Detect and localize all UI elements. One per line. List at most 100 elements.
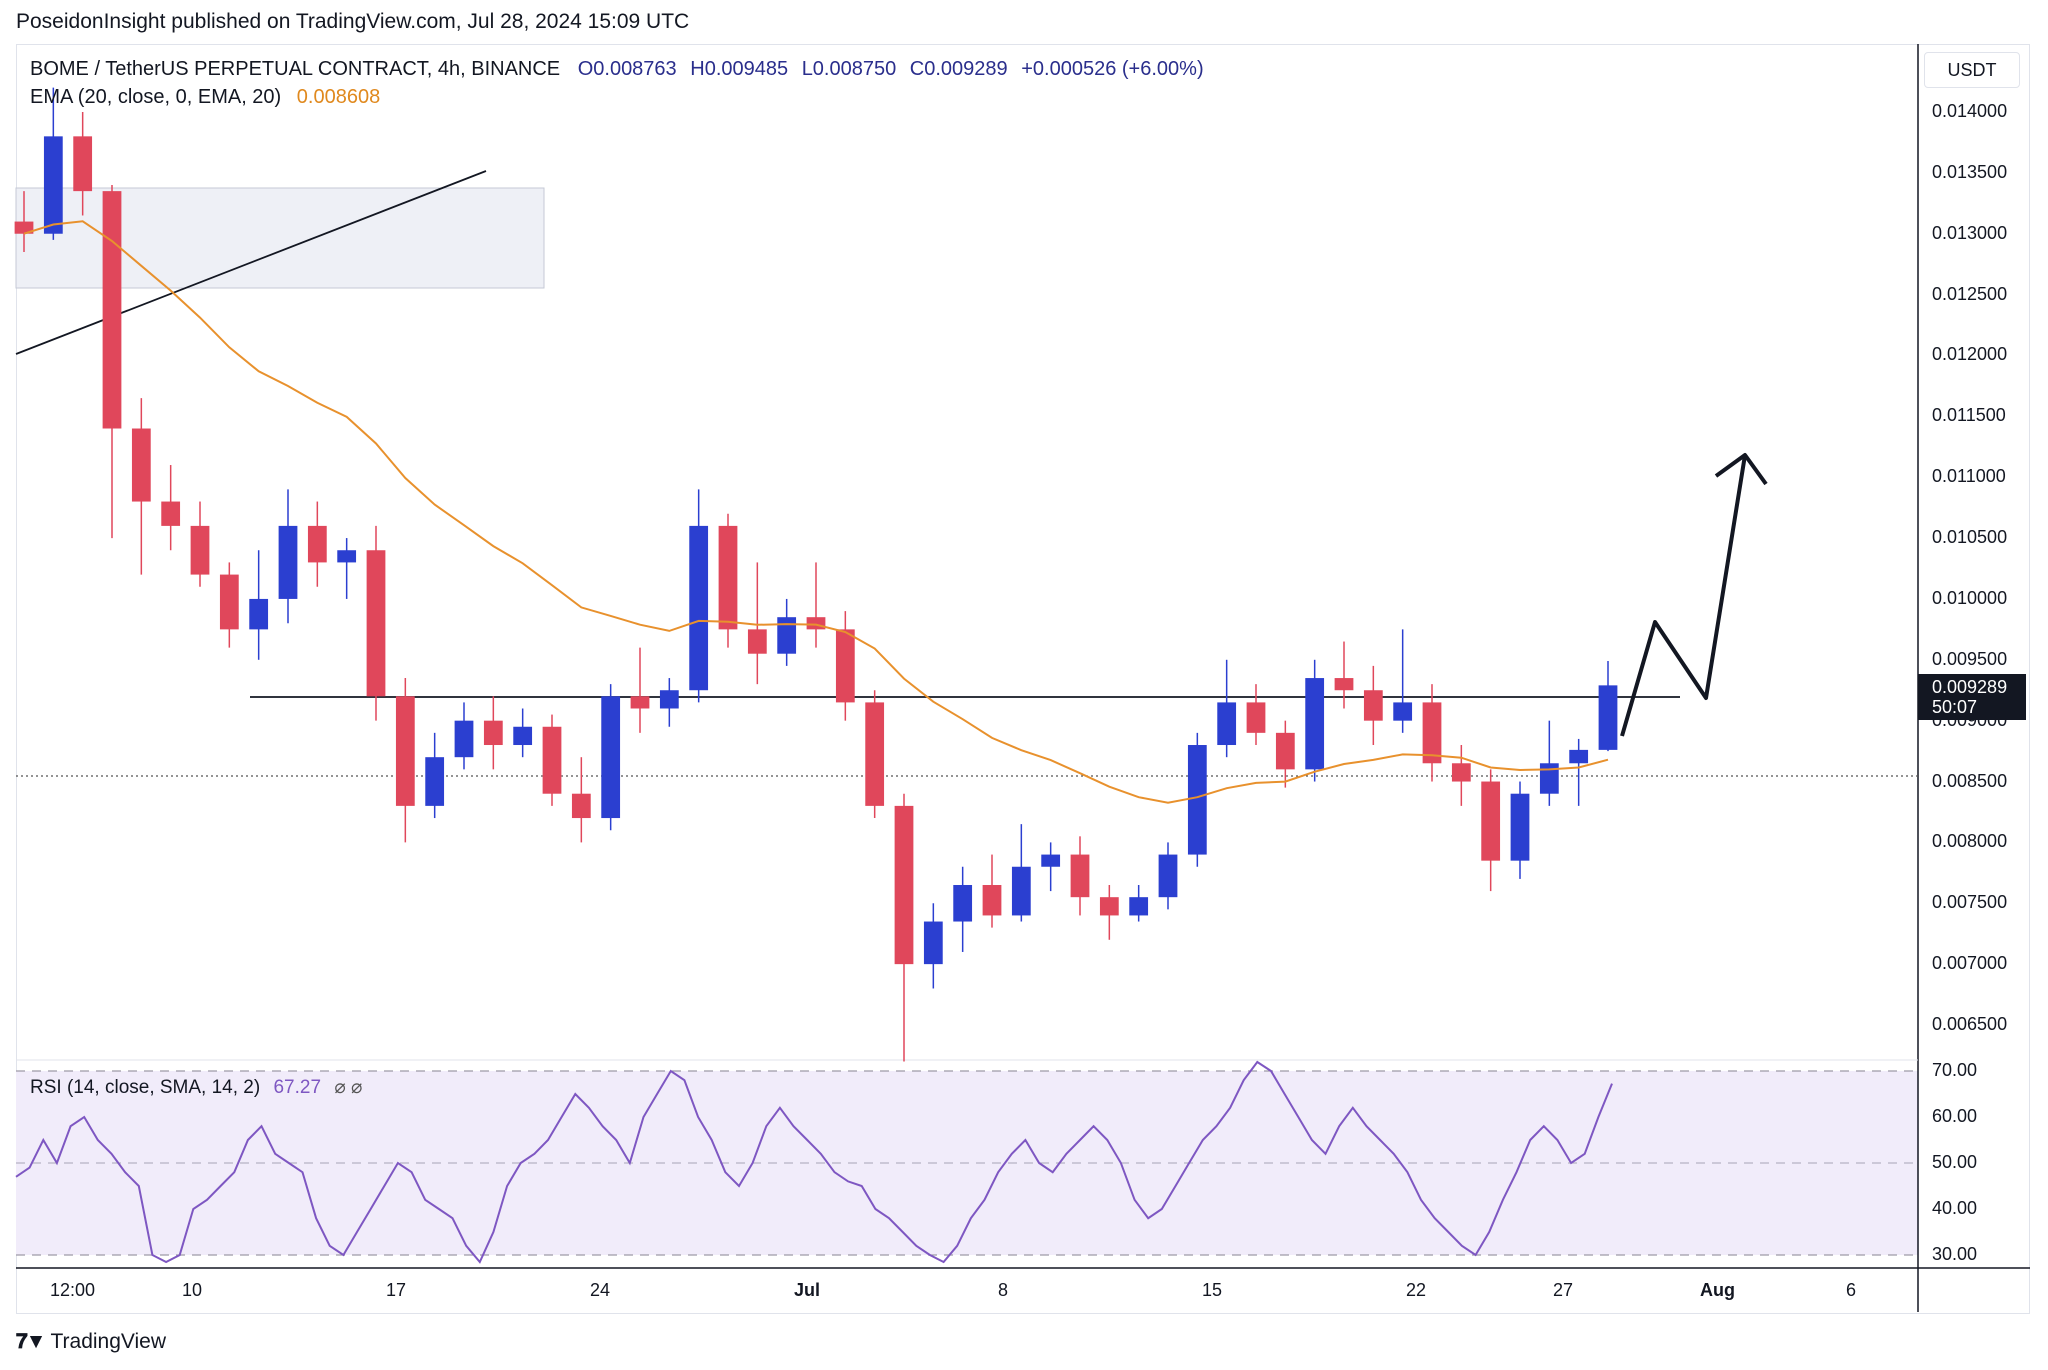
candle-body bbox=[630, 696, 650, 709]
time-tick-label: 15 bbox=[1202, 1280, 1223, 1300]
tradingview-logo-icon: 𝟕▼ bbox=[16, 1330, 47, 1353]
rsi-source-icons[interactable]: ⌀ ⌀ bbox=[334, 1077, 363, 1098]
candle-body bbox=[718, 525, 738, 630]
rsi-legend[interactable]: RSI (14, close, SMA, 14, 2) 67.27 ⌀ ⌀ bbox=[30, 1076, 362, 1099]
candle-body bbox=[483, 720, 503, 746]
candle-body bbox=[1246, 702, 1266, 733]
candle-body bbox=[894, 805, 914, 965]
price-tick-label: 0.013500 bbox=[1932, 161, 2008, 182]
price-tick-label: 0.012000 bbox=[1932, 344, 2008, 365]
candle-body bbox=[1510, 793, 1530, 861]
price-tick-label: 0.011000 bbox=[1932, 466, 2006, 487]
candle-body bbox=[1158, 854, 1178, 898]
high-value: H0.009485 bbox=[690, 58, 789, 80]
ema-label: EMA (20, close, 0, EMA, 20) bbox=[30, 86, 282, 108]
candle-body bbox=[1393, 702, 1413, 721]
rsi-tick-label: 30.00 bbox=[1932, 1244, 1978, 1264]
price-tick-label: 0.006500 bbox=[1932, 1014, 2008, 1034]
open-value: O0.008763 bbox=[577, 58, 677, 80]
time-tick-label: 8 bbox=[998, 1280, 1009, 1300]
rsi-line bbox=[15, 1060, 1613, 1264]
symbol-legend[interactable]: BOME / TetherUS PERPETUAL CONTRACT, 4h, … bbox=[30, 58, 1212, 81]
candle-body bbox=[307, 525, 327, 563]
candle-body bbox=[1275, 732, 1295, 770]
candle-body bbox=[1422, 702, 1442, 764]
rsi-tick-label: 50.00 bbox=[1932, 1152, 1978, 1172]
candle-body bbox=[747, 629, 767, 654]
candle-body bbox=[278, 525, 298, 599]
price-tick-label: 0.007000 bbox=[1932, 953, 2008, 974]
bar-countdown: 50:07 bbox=[1932, 697, 1978, 717]
time-tick-label: Aug bbox=[1700, 1280, 1735, 1300]
projection-path bbox=[1620, 454, 1747, 737]
ema-value: 0.008608 bbox=[296, 86, 381, 108]
candle-body bbox=[249, 598, 269, 630]
candle-body bbox=[1363, 690, 1383, 721]
time-tick-label: Jul bbox=[794, 1280, 821, 1300]
candle-body bbox=[835, 629, 855, 703]
time-tick-label: 24 bbox=[590, 1280, 611, 1300]
price-tick-label: 0.007500 bbox=[1932, 892, 2008, 913]
rsi-tick-label: 60.00 bbox=[1932, 1106, 1978, 1126]
candle-body bbox=[1011, 866, 1031, 916]
ema-legend[interactable]: EMA (20, close, 0, EMA, 20) 0.008608 bbox=[30, 86, 380, 109]
price-tick-label: 0.014000 bbox=[1932, 101, 2008, 121]
brand-name: TradingView bbox=[50, 1330, 167, 1353]
candle-body bbox=[1305, 678, 1325, 770]
candle-body bbox=[395, 696, 415, 806]
time-tick-label: 10 bbox=[182, 1280, 203, 1300]
candles-group bbox=[14, 87, 1618, 1062]
rsi-tick-label: 40.00 bbox=[1932, 1198, 1978, 1218]
time-tick-label: 6 bbox=[1846, 1280, 1857, 1300]
candle-body bbox=[14, 221, 34, 234]
tradingview-brand[interactable]: 𝟕▼ TradingView bbox=[16, 1330, 166, 1354]
candle-body bbox=[806, 617, 826, 630]
candle-body bbox=[865, 702, 885, 806]
currency-selector[interactable]: USDT bbox=[1924, 52, 2020, 88]
time-tick-label: 12:00 bbox=[50, 1280, 96, 1300]
candle-body bbox=[689, 525, 709, 691]
candle-body bbox=[43, 136, 63, 234]
candle-body bbox=[1070, 854, 1090, 898]
candle-body bbox=[73, 136, 93, 192]
candle-body bbox=[1217, 702, 1237, 746]
publish-attribution: PoseidonInsight published on TradingView… bbox=[16, 10, 690, 33]
candle-body bbox=[571, 793, 591, 819]
price-tick-label: 0.013000 bbox=[1932, 222, 2008, 243]
price-tick-label: 0.011500 bbox=[1932, 405, 2006, 426]
supply-zone bbox=[15, 187, 545, 289]
candle-body bbox=[777, 617, 797, 654]
candle-body bbox=[513, 726, 533, 746]
price-tick-label: 0.010500 bbox=[1932, 527, 2008, 548]
candle-body bbox=[131, 428, 151, 502]
candle-body bbox=[1129, 897, 1149, 916]
candle-body bbox=[337, 550, 357, 563]
candle-body bbox=[542, 726, 562, 794]
ohlc-values: O0.008763 H0.009485 L0.008750 C0.009289 … bbox=[578, 58, 1212, 80]
candle-body bbox=[1569, 749, 1589, 764]
candle-body bbox=[1099, 897, 1119, 916]
candle-body bbox=[102, 191, 122, 429]
time-tick-label: 17 bbox=[386, 1280, 407, 1300]
close-value: C0.009289 bbox=[909, 58, 1008, 80]
price-tick-label: 0.008000 bbox=[1932, 831, 2008, 852]
candle-body bbox=[601, 696, 621, 819]
candle-body bbox=[190, 525, 210, 575]
candle-body bbox=[1481, 781, 1501, 861]
ema-line bbox=[23, 220, 1609, 804]
change-value: +0.000526 (+6.00%) bbox=[1021, 58, 1204, 80]
candle-body bbox=[454, 720, 474, 758]
symbol-name: BOME / TetherUS PERPETUAL CONTRACT, 4h, … bbox=[30, 58, 561, 80]
chart-frame bbox=[16, 44, 2030, 1314]
current-price-value: 0.009289 bbox=[1932, 677, 2008, 697]
low-value: L0.008750 bbox=[801, 58, 897, 80]
candle-body bbox=[923, 921, 943, 965]
price-tick-label: 0.012500 bbox=[1932, 283, 2008, 304]
rsi-label: RSI (14, close, SMA, 14, 2) bbox=[30, 1077, 261, 1098]
candle-body bbox=[425, 757, 445, 806]
candle-body bbox=[1334, 678, 1354, 691]
candle-body bbox=[1598, 685, 1618, 750]
price-tick-label: 0.009500 bbox=[1932, 648, 2008, 669]
candle-body bbox=[219, 574, 239, 630]
